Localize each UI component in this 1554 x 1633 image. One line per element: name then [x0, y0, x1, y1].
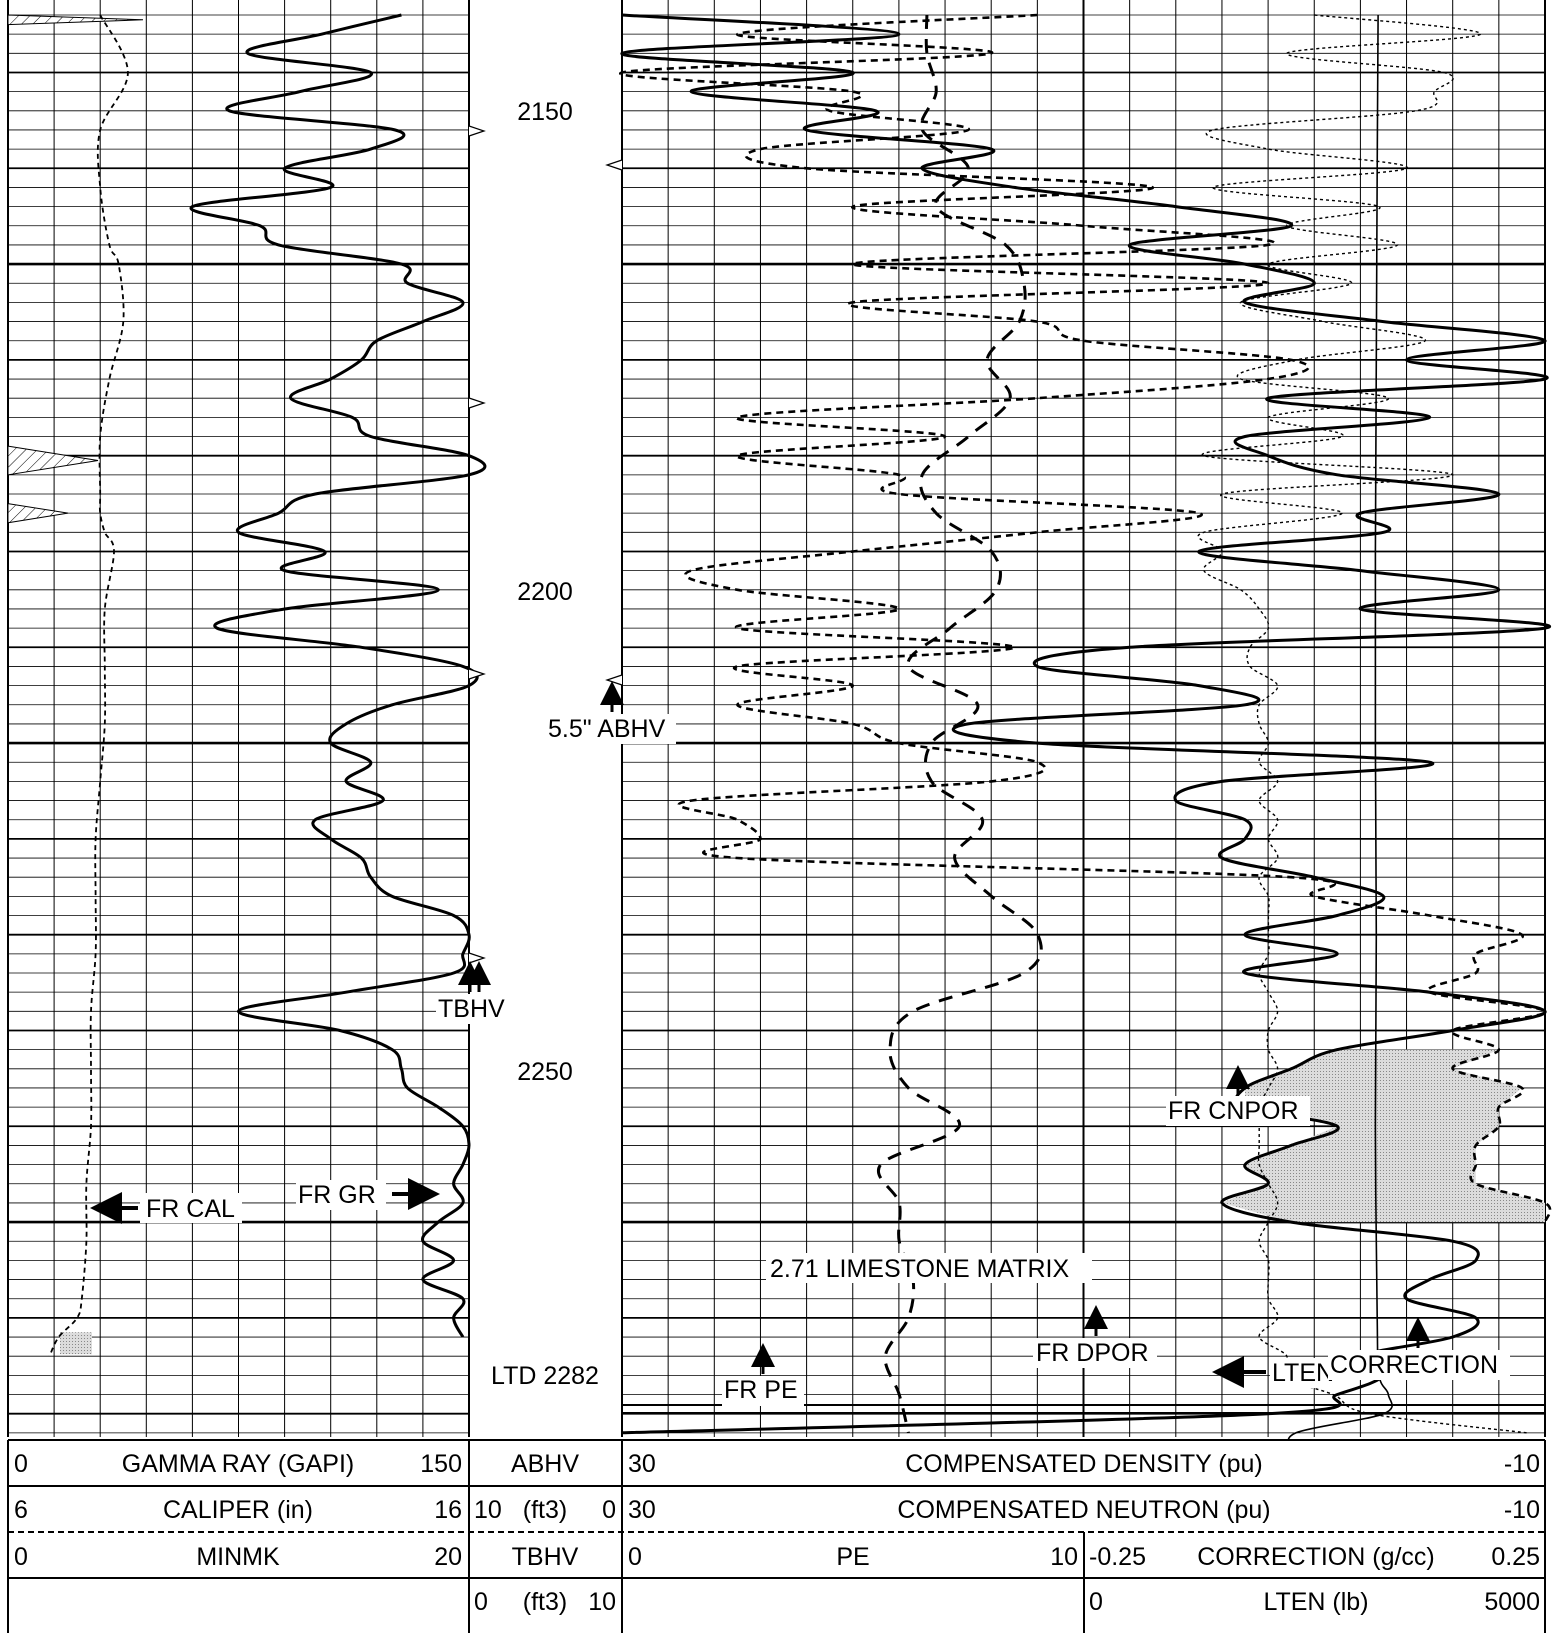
log-curves: [48, 13, 1552, 1453]
fr-dpor-label: FR DPOR: [1036, 1339, 1149, 1367]
tbhv-marker-label: TBHV: [438, 995, 505, 1023]
annotation-fr-pe: FR PE: [722, 1343, 804, 1406]
abhv-right-scale: 0: [602, 1496, 616, 1524]
abhv-marker-label: 5.5" ABHV: [548, 715, 666, 743]
correction-right-scale: 0.25: [1491, 1543, 1540, 1571]
series-line-lten-lb: [1287, 14, 1393, 1453]
neutron-left-scale: 30: [628, 1496, 656, 1524]
depth-label-2150: 2150: [517, 98, 573, 126]
annotation-limestone-matrix: 2.71 LIMESTONE MATRIX: [766, 1253, 1092, 1283]
track-header: 0 GAMMA RAY (GAPI) 150 6 CALIPER (in) 16…: [7, 1439, 1546, 1633]
series-line-caliper-in: [48, 14, 129, 1357]
annotation-fr-gr: FR GR: [296, 1178, 440, 1210]
total-depth-label: LTD 2282: [491, 1362, 599, 1390]
cal-right-scale: 16: [434, 1496, 462, 1524]
abhv-unit: (ft3): [523, 1496, 567, 1524]
fr-gr-label: FR GR: [298, 1181, 376, 1209]
pe-left-scale: 0: [628, 1543, 642, 1571]
tbhv-right-scale: 10: [588, 1588, 616, 1616]
lten-left-scale: 0: [1089, 1588, 1103, 1616]
abhv-header-label: ABHV: [511, 1450, 579, 1478]
neutron-header-label: COMPENSATED NEUTRON (pu): [897, 1496, 1270, 1524]
correction-label: CORRECTION: [1330, 1351, 1498, 1379]
tbhv-unit: (ft3): [523, 1588, 567, 1616]
annotation-fr-cal: FR CAL: [90, 1192, 242, 1224]
caliper-bottom-fill: [60, 1332, 92, 1355]
series-line-compensated-neutron-pu: [619, 13, 1552, 1223]
gr-right-scale: 150: [420, 1450, 462, 1478]
annotation-abhv: 5.5" ABHV: [546, 681, 676, 744]
abhv-left-scale: 10: [474, 1496, 502, 1524]
gr-header-label: GAMMA RAY (GAPI): [122, 1450, 354, 1478]
series-line-pe: [877, 14, 1043, 1434]
annotation-fr-dpor: FR DPOR: [1033, 1305, 1157, 1368]
tbhv-header-label: TBHV: [512, 1543, 579, 1571]
annotation-tbhv: TBHV: [436, 961, 514, 1024]
minmk-fill-2: [7, 502, 69, 524]
minmk-right-scale: 20: [434, 1543, 462, 1571]
tbhv-left-scale: 0: [474, 1588, 488, 1616]
density-left-scale: 30: [628, 1450, 656, 1478]
limestone-matrix-label: 2.71 LIMESTONE MATRIX: [770, 1255, 1069, 1283]
fr-pe-label: FR PE: [724, 1376, 798, 1404]
minmk-left-scale: 0: [14, 1543, 28, 1571]
minmk-fill-1: [7, 445, 99, 476]
cal-header-label: CALIPER (in): [163, 1496, 313, 1524]
density-header-label: COMPENSATED DENSITY (pu): [905, 1450, 1262, 1478]
minmk-fill-0: [7, 14, 144, 26]
fr-cnpor-label: FR CNPOR: [1168, 1097, 1299, 1125]
lten-right-scale: 5000: [1484, 1588, 1540, 1616]
log-fills: [7, 14, 1545, 1355]
annotation-correction: CORRECTION: [1328, 1317, 1510, 1380]
correction-left-scale: -0.25: [1089, 1543, 1146, 1571]
gr-left-scale: 0: [14, 1450, 28, 1478]
pe-right-scale: 10: [1050, 1543, 1078, 1571]
fr-cal-label: FR CAL: [146, 1195, 235, 1223]
abhv-tick-marks: [468, 125, 623, 964]
log-grid: [7, 0, 1546, 1437]
cal-left-scale: 6: [14, 1496, 28, 1524]
minmk-header-label: MINMK: [196, 1543, 280, 1571]
neutron-density-crossover-fill: [1221, 1049, 1545, 1223]
annotation-fr-cnpor: FR CNPOR: [1166, 1065, 1310, 1126]
depth-label-2250: 2250: [517, 1058, 573, 1086]
annotation-lten: LTEN: [1212, 1356, 1334, 1388]
depth-label-2200: 2200: [517, 578, 573, 606]
series-line-correction-g-cc: [1197, 14, 1527, 1434]
lten-header-label: LTEN (lb): [1263, 1588, 1368, 1616]
neutron-right-scale: -10: [1504, 1496, 1540, 1524]
correction-header-label: CORRECTION (g/cc): [1197, 1543, 1435, 1571]
density-right-scale: -10: [1504, 1450, 1540, 1478]
series-line-gamma-ray-gapi: [189, 13, 487, 1338]
pe-header-label: PE: [836, 1543, 869, 1571]
lten-label: LTEN: [1272, 1359, 1334, 1387]
